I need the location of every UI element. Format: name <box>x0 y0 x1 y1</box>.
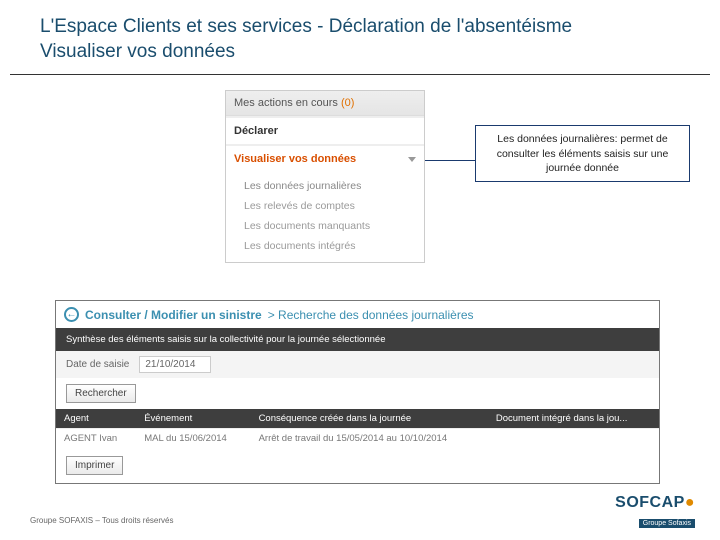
logo-dot-icon: ● <box>685 494 695 511</box>
print-button[interactable]: Imprimer <box>66 456 123 475</box>
menu-item-visualiser[interactable]: Visualiser vos données <box>226 144 424 172</box>
logo-main: SOFCAP● <box>615 494 695 512</box>
filter-bar: Synthèse des éléments saisis sur la coll… <box>56 328 659 351</box>
col-evenement: Événement <box>136 409 250 429</box>
content-area: Mes actions en cours (0) Déclarer Visual… <box>0 75 720 475</box>
cell-agent: AGENT Ivan <box>56 429 136 449</box>
submenu-item-journalieres[interactable]: Les données journalières <box>244 176 424 196</box>
slide-title: L'Espace Clients et ses services - Décla… <box>10 0 710 75</box>
back-icon[interactable]: ← <box>64 307 79 322</box>
cell-evenement: MAL du 15/06/2014 <box>136 429 250 449</box>
callout-box: Les données journalières: permet de cons… <box>475 125 690 182</box>
panel-subtitle: > Recherche des données journalières <box>268 308 474 322</box>
submenu: Les données journalières Les relevés de … <box>226 172 424 262</box>
title-line-2: Visualiser vos données <box>40 41 235 62</box>
table-header-row: Agent Événement Conséquence créée dans l… <box>56 409 659 429</box>
menu-header-label: Mes actions en cours <box>234 97 338 109</box>
callout-text: Les données journalières: permet de cons… <box>497 133 669 173</box>
print-row: Imprimer <box>56 448 659 483</box>
date-row: Date de saisie 21/10/2014 <box>56 351 659 378</box>
col-agent: Agent <box>56 409 136 429</box>
date-input[interactable]: 21/10/2014 <box>139 356 211 373</box>
results-table: Agent Événement Conséquence créée dans l… <box>56 409 659 448</box>
actions-menu: Mes actions en cours (0) Déclarer Visual… <box>225 90 425 263</box>
logo-sub: Groupe Sofaxis <box>639 519 695 528</box>
search-row: Rechercher <box>56 378 659 409</box>
submenu-item-releves[interactable]: Les relevés de comptes <box>244 196 424 216</box>
col-consequence: Conséquence créée dans la journée <box>251 409 488 429</box>
submenu-item-integres[interactable]: Les documents intégrés <box>244 236 424 256</box>
submenu-item-manquants[interactable]: Les documents manquants <box>244 216 424 236</box>
logo: SOFCAP● Groupe Sofaxis <box>615 494 695 530</box>
cell-document <box>488 429 659 449</box>
callout-connector <box>425 160 475 161</box>
panel-header: ← Consulter / Modifier un sinistre > Rec… <box>56 301 659 328</box>
col-document: Document intégré dans la jou... <box>488 409 659 429</box>
search-panel: ← Consulter / Modifier un sinistre > Rec… <box>55 300 660 484</box>
title-line-1: L'Espace Clients et ses services - Décla… <box>40 16 572 37</box>
search-button[interactable]: Rechercher <box>66 384 136 403</box>
menu-header[interactable]: Mes actions en cours (0) <box>226 91 424 116</box>
cell-consequence: Arrêt de travail du 15/05/2014 au 10/10/… <box>251 429 488 449</box>
panel-title: Consulter / Modifier un sinistre <box>85 308 262 322</box>
date-label: Date de saisie <box>66 359 129 370</box>
footer-copyright: Groupe SOFAXIS – Tous droits réservés <box>30 516 173 525</box>
menu-item-declarer[interactable]: Déclarer <box>226 116 424 144</box>
table-row[interactable]: AGENT Ivan MAL du 15/06/2014 Arrêt de tr… <box>56 429 659 449</box>
logo-text: SOFCAP <box>615 494 685 511</box>
menu-header-count: (0) <box>341 97 354 109</box>
